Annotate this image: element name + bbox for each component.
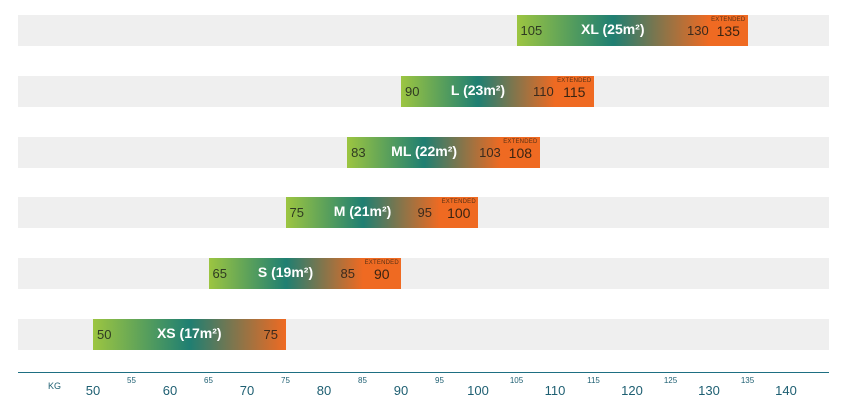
x-tick-label: 120: [621, 383, 643, 398]
x-tick-label: 50: [85, 383, 101, 398]
x-axis-line: [18, 372, 829, 373]
extended-weight-label: 135: [716, 23, 740, 39]
range-gradient: [208, 258, 363, 289]
size-range-bar: 83 103 ML (22m²) EXTENDED 108: [347, 137, 540, 168]
extended-segment: EXTENDED 135: [709, 15, 748, 46]
size-name-label: ML (22m²): [391, 143, 458, 159]
extended-weight-label: 90: [373, 266, 390, 282]
x-minor-tick-label: 135: [740, 376, 755, 385]
size-name-label: L (23m²): [450, 82, 506, 98]
min-weight-label: 90: [405, 84, 420, 99]
extended-tag: EXTENDED: [441, 199, 476, 205]
x-minor-tick-label: 115: [587, 376, 600, 385]
min-weight-label: 105: [520, 23, 543, 38]
x-minor-tick-label: 95: [435, 376, 444, 385]
x-tick-label: 100: [467, 383, 489, 398]
x-tick-label: 90: [393, 383, 409, 398]
extended-tag: EXTENDED: [364, 260, 399, 266]
x-minor-tick-label: 55: [127, 376, 136, 385]
max-weight-label: 85: [340, 266, 355, 281]
size-range-bar: 50 75 XS (17m²): [93, 319, 286, 350]
size-name-label: XS (17m²): [156, 325, 222, 341]
max-weight-label: 130: [687, 23, 709, 38]
size-range-bar: 105 130 XL (25m²) EXTENDED 135: [516, 15, 748, 46]
extended-tag: EXTENDED: [557, 78, 592, 84]
x-tick-label: 70: [239, 383, 255, 398]
x-axis-unit-label: KG: [48, 381, 62, 391]
x-minor-tick-label: 75: [281, 376, 290, 385]
min-weight-label: 50: [97, 327, 112, 342]
size-range-bar: 75 95 M (21m²) EXTENDED 100: [285, 197, 478, 228]
extended-segment: EXTENDED 108: [501, 137, 540, 168]
size-name-label: S (19m²): [257, 264, 314, 280]
extended-segment: EXTENDED 115: [555, 76, 594, 107]
extended-weight-label: 115: [563, 84, 586, 100]
x-tick-label: 80: [316, 383, 332, 398]
max-weight-label: 110: [533, 84, 554, 99]
extended-weight-label: 108: [508, 145, 533, 161]
max-weight-label: 95: [417, 205, 432, 220]
max-weight-label: 75: [263, 327, 278, 342]
range-gradient: [93, 319, 286, 350]
x-minor-tick-label: 65: [204, 376, 213, 385]
min-weight-label: 83: [351, 145, 366, 160]
extended-segment: EXTENDED 90: [362, 258, 401, 289]
x-minor-tick-label: 85: [358, 376, 367, 385]
min-weight-label: 65: [212, 266, 227, 281]
range-gradient: [285, 197, 440, 228]
x-minor-tick-label: 125: [663, 376, 678, 385]
size-track: [18, 258, 829, 289]
size-name-label: XL (25m²): [580, 21, 645, 37]
size-range-bar: 65 85 S (19m²) EXTENDED 90: [208, 258, 401, 289]
extended-tag: EXTENDED: [503, 139, 538, 145]
extended-segment: EXTENDED 100: [439, 197, 478, 228]
max-weight-label: 103: [479, 145, 501, 160]
extended-tag: EXTENDED: [711, 17, 746, 23]
min-weight-label: 75: [289, 205, 304, 220]
x-tick-label: 130: [698, 383, 720, 398]
x-tick-label: 110: [544, 383, 566, 398]
range-gradient: [347, 137, 502, 168]
x-minor-tick-label: 105: [509, 376, 524, 385]
x-tick-label: 60: [162, 383, 178, 398]
range-gradient: [401, 76, 555, 107]
range-gradient: [516, 15, 709, 46]
size-name-label: M (21m²): [333, 203, 392, 219]
extended-weight-label: 100: [447, 205, 471, 221]
x-tick-label: 140: [775, 383, 797, 398]
size-range-bar: 90 110 L (23m²) EXTENDED 115: [401, 76, 594, 107]
